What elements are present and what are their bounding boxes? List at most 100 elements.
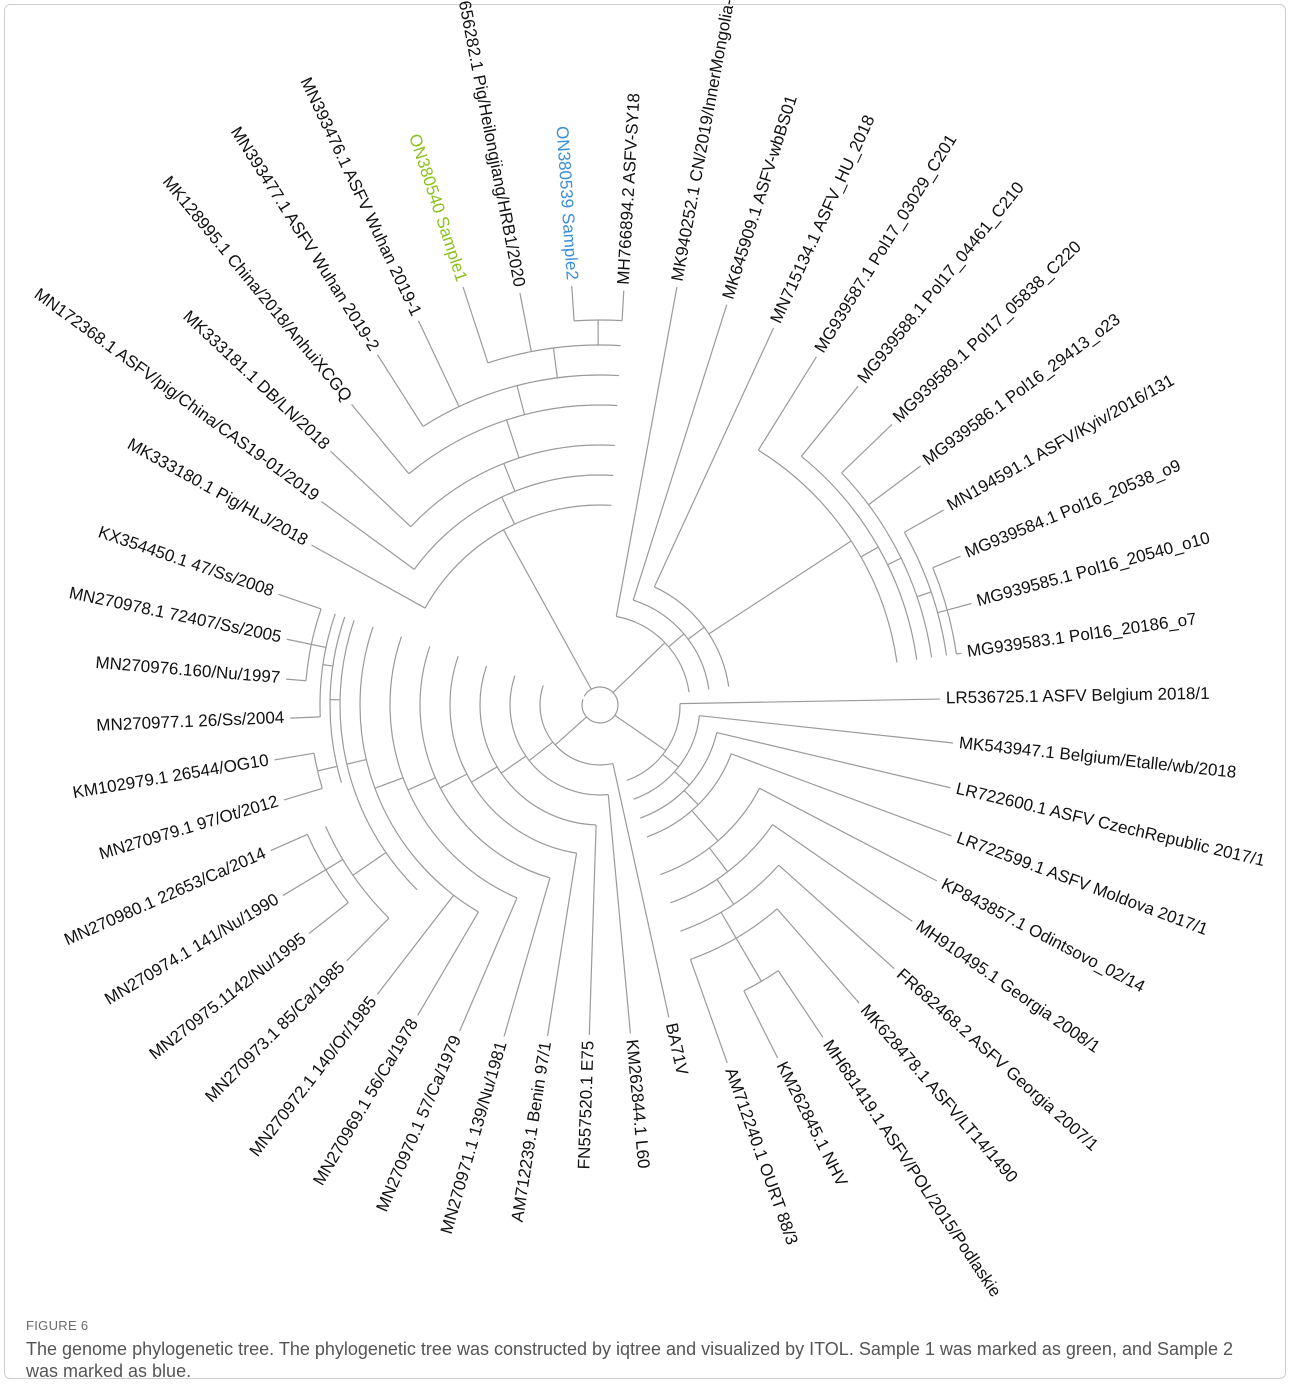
leaf-branch xyxy=(282,869,327,897)
leaf-branch xyxy=(286,678,307,682)
leaf-label: MN270973.1 85/Ca/1985 xyxy=(201,958,348,1106)
leaf-label: MK333180.1 Pig/HLJ/2018 xyxy=(124,434,311,549)
clade-arc xyxy=(841,472,933,658)
leaf-branch xyxy=(947,602,972,611)
clade-branch xyxy=(554,716,587,746)
leaf-label: MN270980.1 22653/Ca/2014 xyxy=(61,843,268,949)
clade-branch xyxy=(720,911,737,939)
clade-branch xyxy=(716,879,735,905)
clade-branch xyxy=(346,758,367,765)
leaf-branch xyxy=(759,787,938,882)
leaf-branch xyxy=(772,824,913,922)
leaf-branch xyxy=(270,833,308,852)
leaf-branch xyxy=(679,698,940,705)
clade-arc xyxy=(509,675,609,796)
leaf-label: MG939587.1 Pol17_03029_C201 xyxy=(811,131,961,356)
leaf-branch xyxy=(653,327,775,588)
clade-branch xyxy=(668,633,685,648)
leaf-label: KM262844.1 L60 xyxy=(623,1039,654,1170)
clade-branch xyxy=(708,540,852,635)
leaf-label: MG939589.1 Pol17_05838_C220 xyxy=(889,237,1085,426)
clade-branch xyxy=(662,754,679,768)
figure-caption: The genome phylogenetic tree. The phylog… xyxy=(26,1339,1234,1381)
leaf-branch xyxy=(778,864,895,970)
leaf-branch xyxy=(800,385,859,457)
clade-branch xyxy=(916,591,932,598)
clade-branch xyxy=(407,777,436,791)
leaf-label: MH910495.1 Georgia 2008/1 xyxy=(912,916,1103,1056)
clade-branch xyxy=(501,496,516,525)
leaf-label: AM712239.1 Benin 97/1 xyxy=(508,1040,555,1223)
leaf-label: MG939583.1 Pol16_20186_o7 xyxy=(966,609,1198,661)
leaf-label: MK543947.1 Belgium/Etalle/wb/2018 xyxy=(958,733,1237,782)
leaf-label: FR682468.2 ASFV Georgia 2007/1 xyxy=(893,965,1102,1155)
leaf-label: MN194591.1 ASFV/Kyiv/2016/131 xyxy=(944,371,1178,515)
clade-branch xyxy=(552,347,558,378)
leaf-label: ON380540 Sample1 xyxy=(405,132,471,284)
leaf-branch xyxy=(519,292,532,352)
leaf-label: ON380539 Sample2 xyxy=(553,126,582,281)
clade-branch xyxy=(352,852,387,876)
leaf-label: MN270972.1 140/Or/1985 xyxy=(246,993,381,1160)
leaf-branch xyxy=(730,753,952,837)
clade-arc xyxy=(339,620,418,891)
leaf-branch xyxy=(615,286,678,617)
leaf-branch xyxy=(376,894,455,995)
leaf-branch xyxy=(716,731,951,789)
clade-branch xyxy=(528,741,554,762)
clade-branch xyxy=(687,626,705,640)
clade-branch xyxy=(503,463,516,492)
leaf-branch xyxy=(462,286,489,364)
leaf-branch xyxy=(612,763,670,1018)
leaf-branch xyxy=(757,356,817,451)
clade-arc xyxy=(325,826,390,919)
leaf-branch xyxy=(311,544,426,609)
clade-branch xyxy=(439,773,468,789)
leaf-branch xyxy=(274,752,315,761)
leaf-branch xyxy=(904,509,944,533)
leaf-branch xyxy=(776,908,860,1004)
clade-arc xyxy=(359,626,479,913)
leaf-label: BA71V xyxy=(662,1021,692,1077)
clade-branch xyxy=(317,765,338,772)
clade-branch xyxy=(683,790,699,806)
leaf-branch xyxy=(417,320,460,407)
leaf-branch xyxy=(868,465,922,506)
leaf-branch xyxy=(346,917,390,962)
leaf-branch xyxy=(547,853,578,1036)
leaf-branch xyxy=(932,555,961,569)
leaf-label: KX354450.1 47/Ss/2008 xyxy=(96,522,276,600)
clade-branch xyxy=(325,858,344,871)
leaf-branch xyxy=(321,501,415,570)
figure-label: FIGURE 6 xyxy=(26,1318,89,1333)
figure-frame xyxy=(4,4,1286,1379)
leaf-label: MH766894.2 ASFV-SY18 xyxy=(614,93,644,286)
leaf-branch xyxy=(417,911,479,1016)
leaf-branch xyxy=(588,824,597,1035)
clade-arc xyxy=(479,665,597,826)
leaf-branch xyxy=(459,897,518,1032)
clade-branch xyxy=(500,755,527,774)
clade-branch xyxy=(691,810,719,842)
leaf-label: MN270977.1 26/Ss/2004 xyxy=(96,708,285,735)
leaf-branch xyxy=(286,638,312,645)
clade-branch xyxy=(471,766,498,783)
leaf-label: KM102979.1 26544/OG10 xyxy=(71,750,270,802)
clade-arc xyxy=(680,864,780,932)
clade-branch xyxy=(674,771,690,786)
clade-arc xyxy=(422,374,619,427)
clade-arc xyxy=(801,455,918,660)
leaf-branch xyxy=(956,652,962,655)
clade-arc xyxy=(626,703,681,781)
leaf-branch xyxy=(743,990,779,1059)
leaf-label: MN393476.1 ASFV Wuhan 2019-1 xyxy=(297,74,426,319)
clade-branch xyxy=(937,609,948,614)
clade-branch xyxy=(516,385,526,415)
clade-branch xyxy=(502,529,592,690)
root-arc xyxy=(581,686,619,724)
leaf-branch xyxy=(571,285,575,321)
clade-branch xyxy=(614,714,667,752)
leaf-label: MG939586.1 Pol16_29413_o23 xyxy=(919,310,1124,469)
leaf-label: MK333181.1 DB/LN/2018 xyxy=(179,307,333,454)
leaf-branch xyxy=(607,794,631,1034)
